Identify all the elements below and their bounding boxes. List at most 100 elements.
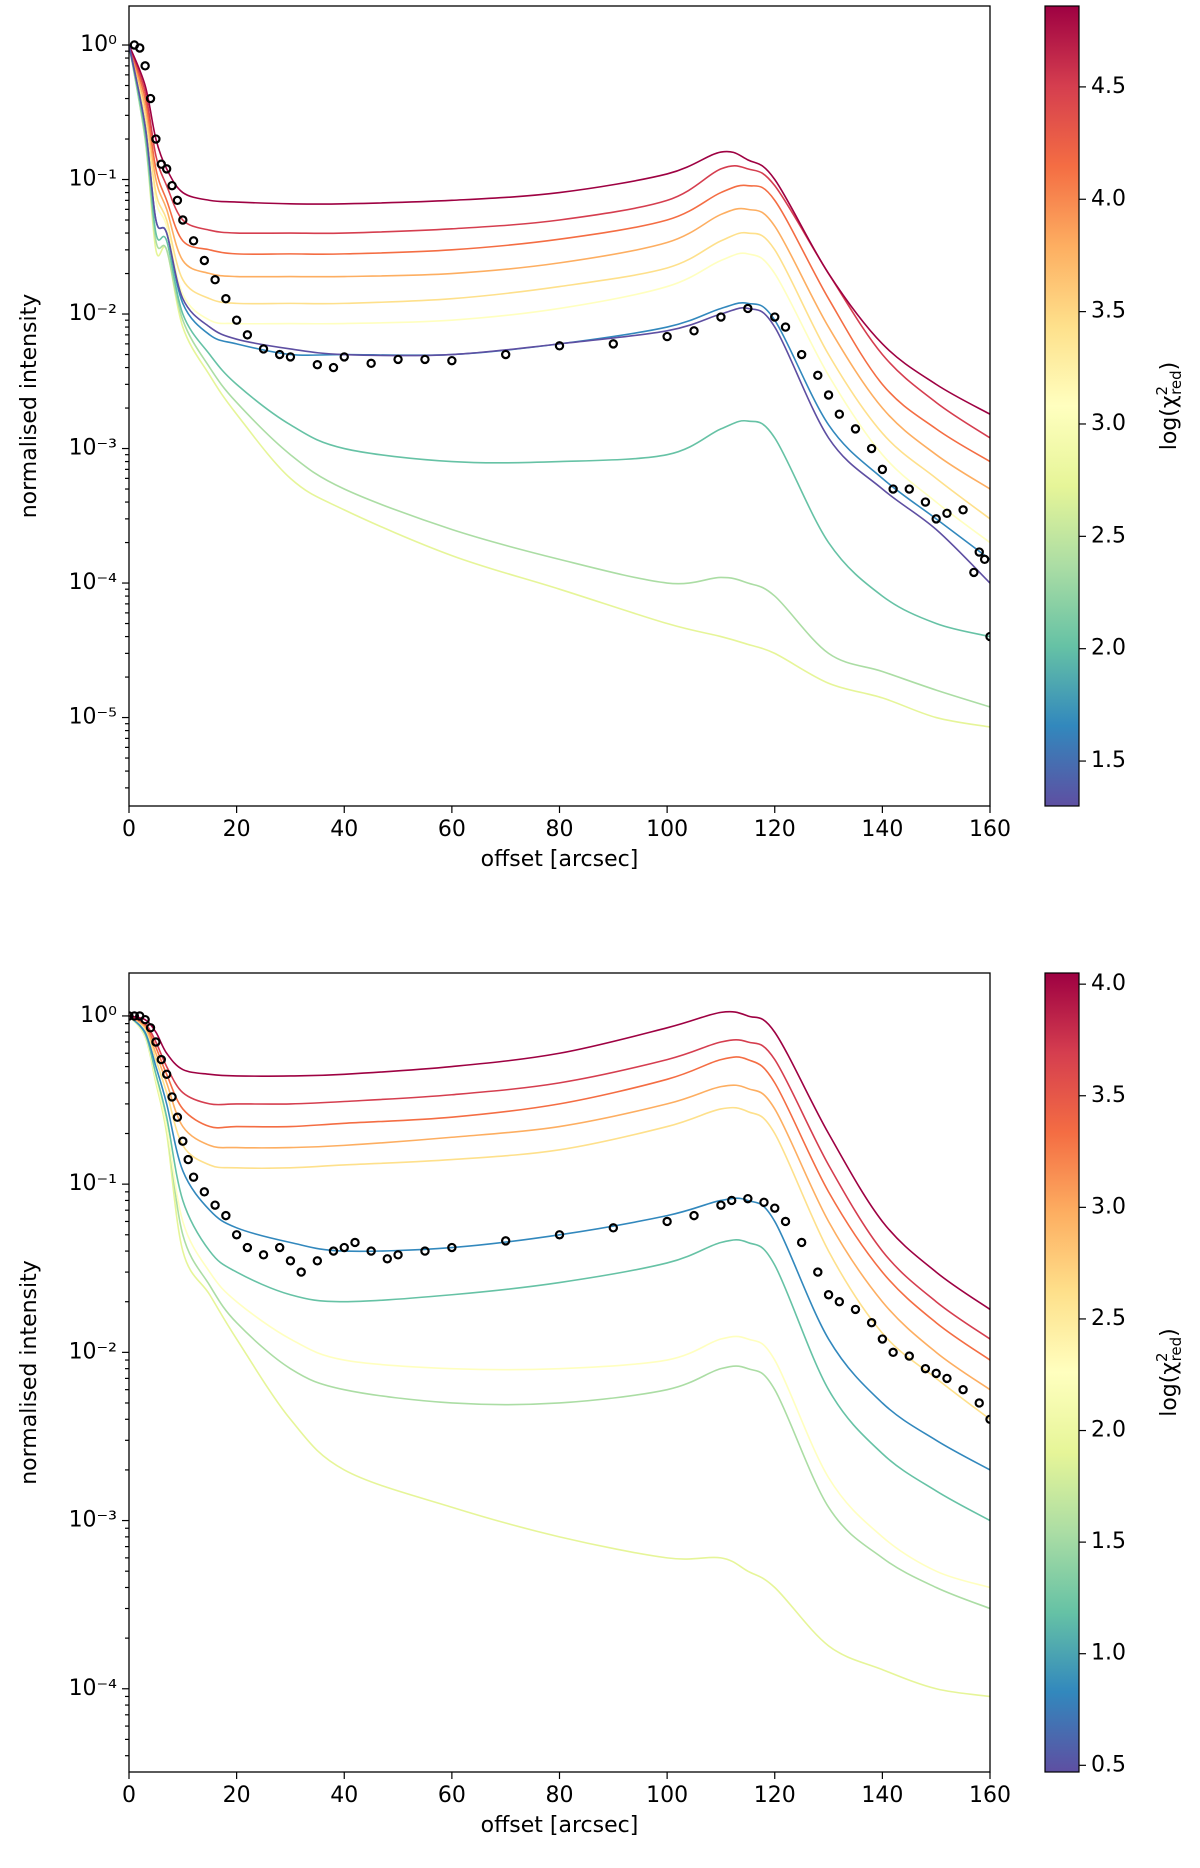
observed-point [554,1230,565,1240]
observed-point [743,1193,753,1204]
x-tick-label: 80 [546,817,574,842]
observed-point [500,349,511,360]
observed-point [328,362,339,373]
observed-point [796,349,807,360]
y-tick-label: 10⁻⁵ [69,705,117,730]
observed-point [834,409,845,419]
label-part: log(χ [1157,395,1182,450]
observed-point [188,236,199,246]
observed-point [339,352,349,362]
observed-point [662,1216,672,1227]
model-curve [129,1015,990,1698]
colorbar-label: log(χ2red) [1153,362,1185,451]
observed-point [258,344,269,354]
observed-point [608,339,619,349]
model-curve [129,44,990,544]
observed-point [823,390,834,400]
colorbar-tick-label: 4.5 [1091,74,1126,99]
x-axis-label: offset [arcsec] [481,1813,639,1838]
observed-point [780,322,791,332]
observed-point [145,93,156,104]
observed-point [350,1237,360,1248]
model-curve [129,1015,990,1420]
observed-point [151,1037,161,1047]
x-tick-label: 100 [646,1783,688,1808]
observed-point [145,1023,156,1033]
model-curve [129,1010,990,1311]
observed-point [920,1363,931,1374]
observed-point [339,1242,349,1253]
x-tick-label: 120 [754,1783,796,1808]
colorbar-tick-label: 2.0 [1091,1418,1126,1443]
model-curve [129,1015,990,1471]
observed-point [770,1203,780,1213]
observed-point [796,1237,807,1248]
observed-point [904,484,914,494]
observed-point [877,464,888,475]
colorbar-tick-label: 4.0 [1091,971,1126,996]
observed-point [834,1297,845,1307]
observed-point [167,1092,177,1102]
y-tick-label: 10⁻² [69,301,117,326]
observed-point [888,1347,898,1358]
observed-point [183,1154,193,1165]
model-curve [129,1015,990,1610]
observed-point [942,508,952,518]
observed-point [221,1210,231,1221]
x-tick-label: 80 [546,1783,574,1808]
observed-point [328,1246,339,1256]
colorbar-tick-label: 1.0 [1091,1641,1126,1666]
x-axis-label: offset [arcsec] [481,847,639,872]
observed-point [780,1216,791,1227]
observed-point [178,215,188,225]
observed-point [888,484,898,494]
x-tick-label: 20 [223,1783,251,1808]
model-curve [129,44,990,560]
observed-point [231,315,242,325]
observed-point [447,355,457,366]
colorbar-tick-label: 2.5 [1091,523,1126,548]
colorbar-tick-label: 3.5 [1091,1083,1126,1108]
x-tick-label: 40 [330,817,358,842]
observed-point [420,1246,430,1256]
model-curve [129,44,990,584]
x-tick-label: 20 [223,817,251,842]
observed-point [420,354,430,365]
observed-point [199,1187,210,1197]
model-curve [129,1015,990,1361]
model-curve [129,44,990,638]
observed-point [447,1242,457,1253]
observed-point [274,1242,285,1253]
observed-point [716,1200,726,1210]
observed-point [366,358,376,369]
observed-point [850,1304,861,1315]
observed-point [942,1373,952,1384]
observed-point [920,497,931,507]
y-tick-label: 10⁻¹ [69,167,117,192]
observed-point [140,61,150,71]
observed-point [743,303,753,314]
observed-point [393,354,403,365]
observed-point [221,294,231,304]
observed-point [554,341,565,351]
observed-point [850,424,861,434]
observed-point [393,1250,403,1260]
y-axis-label: normalised intensity [17,294,42,519]
label-part: log(χ [1157,1362,1182,1417]
x-tick-label: 140 [861,817,903,842]
model-curve [129,44,990,490]
observed-point [382,1254,392,1264]
x-tick-label: 40 [330,1783,358,1808]
x-tick-label: 120 [754,817,796,842]
observed-point [608,1223,619,1233]
observed-point [156,1054,166,1065]
observed-point [296,1267,306,1277]
model-curve [129,44,990,415]
observed-point [312,1256,323,1266]
colorbar-label: log(χ2red) [1153,1328,1185,1417]
observed-point [161,164,172,174]
y-tick-label: 10⁻² [69,1339,117,1364]
observed-point [985,631,990,642]
colorbar-tick-label: 3.0 [1091,411,1126,436]
x-tick-label: 100 [646,817,688,842]
